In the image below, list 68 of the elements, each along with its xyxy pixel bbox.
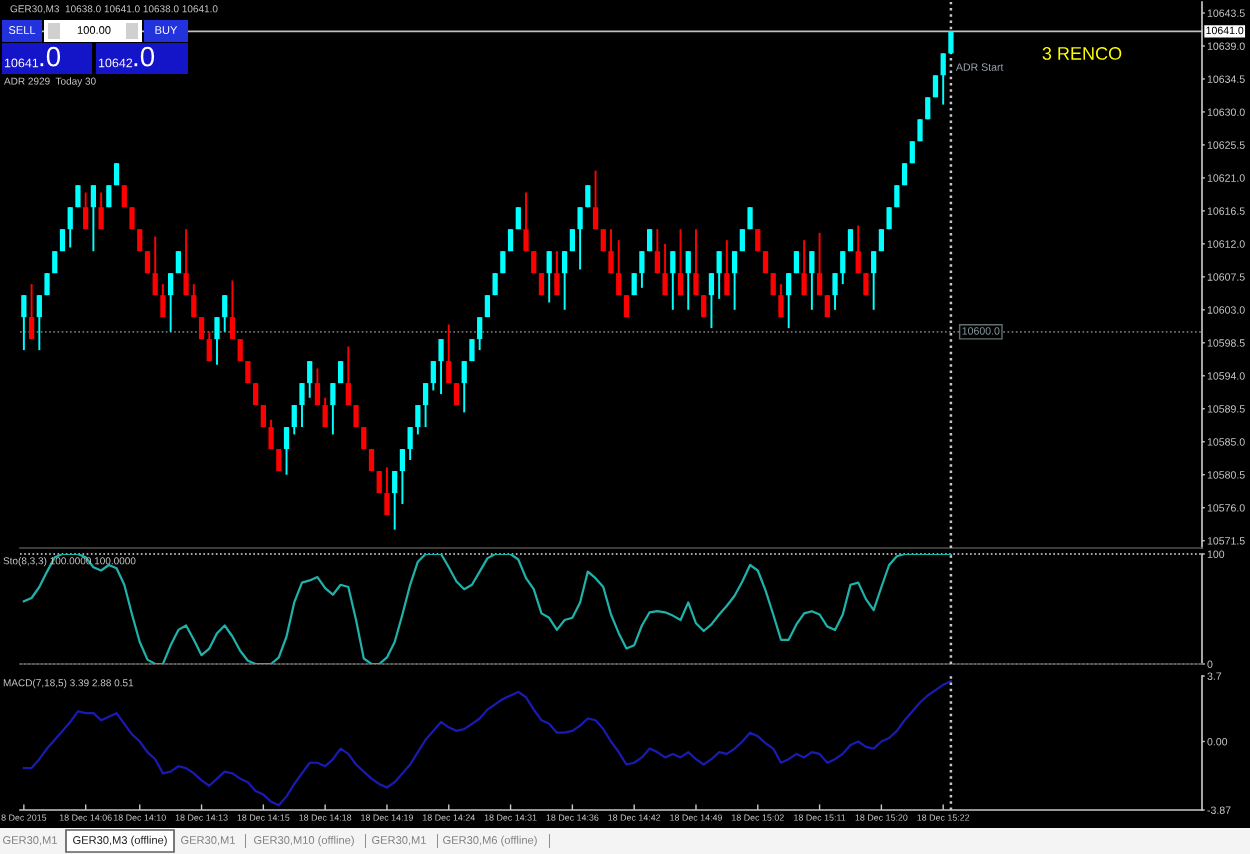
candlestick	[446, 323, 452, 385]
candlestick	[330, 382, 336, 436]
candlestick	[577, 206, 583, 271]
candlestick	[422, 382, 429, 429]
candlestick	[415, 404, 421, 436]
candlestick	[708, 272, 715, 330]
candlestick	[384, 466, 390, 516]
candlestick	[98, 191, 104, 231]
candlestick	[345, 345, 351, 407]
candlestick	[816, 231, 823, 297]
candlestick	[608, 228, 614, 275]
candlestick	[67, 206, 73, 249]
candlestick	[268, 418, 274, 451]
candlestick	[677, 228, 684, 297]
candlestick	[562, 250, 568, 311]
candlestick	[214, 316, 220, 366]
annotation: .0	[40, 46, 61, 67]
candlestick	[639, 250, 645, 289]
candlestick	[546, 250, 552, 304]
candlestick	[616, 239, 622, 297]
candlestick	[314, 367, 321, 407]
candlestick	[786, 272, 792, 330]
candlestick	[592, 169, 599, 231]
candlestick	[307, 360, 313, 399]
candlestick	[809, 250, 815, 311]
candlestick	[90, 184, 97, 253]
candlestick	[523, 191, 529, 253]
candlestick	[206, 330, 212, 363]
candlestick	[291, 404, 297, 436]
candlestick	[83, 191, 89, 231]
candlestick	[832, 272, 838, 311]
candlestick	[778, 283, 784, 319]
candlestick	[940, 52, 946, 106]
candlestick	[399, 448, 406, 505]
candlestick	[430, 360, 436, 392]
candlestick	[693, 228, 699, 297]
candlestick	[855, 224, 861, 275]
candlestick	[168, 272, 174, 333]
candlestick	[191, 283, 197, 319]
candlestick	[28, 283, 35, 341]
candlestick	[554, 250, 560, 297]
candlestick	[731, 250, 738, 311]
candlestick	[871, 250, 877, 311]
candlestick	[685, 250, 691, 311]
annotation: 3 RENCO	[1042, 47, 1122, 60]
candlestick	[840, 250, 846, 286]
candlestick	[229, 279, 236, 341]
candlestick	[461, 360, 467, 414]
candlestick	[152, 235, 158, 297]
candlestick	[36, 294, 42, 352]
candlestick	[654, 228, 660, 275]
candlestick	[322, 396, 328, 429]
candlestick	[283, 426, 290, 476]
candlestick	[670, 250, 676, 311]
candlestick	[407, 426, 413, 462]
candlestick	[438, 338, 444, 396]
candlestick	[477, 316, 483, 352]
candlestick	[183, 228, 189, 297]
candlestick	[222, 294, 228, 333]
candlestick	[392, 470, 398, 531]
candlestick	[21, 294, 27, 352]
candlestick	[160, 283, 166, 319]
candlestick	[724, 239, 730, 297]
candlestick	[299, 382, 305, 429]
candlestick	[662, 242, 668, 297]
candlestick	[716, 250, 722, 300]
candlestick	[801, 239, 807, 297]
annotation: .0	[134, 46, 155, 67]
